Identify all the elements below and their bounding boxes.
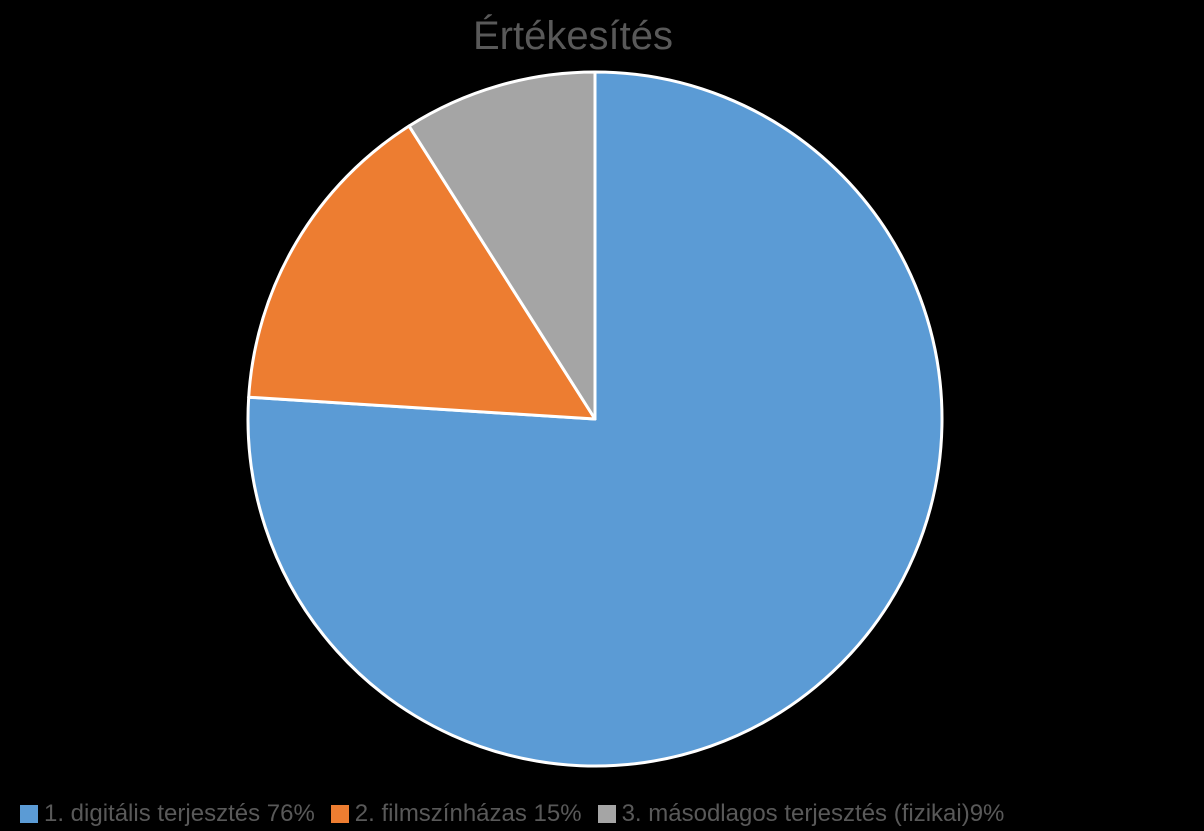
legend-item-physical: 3. másodlagos terjesztés (fizikai)9% bbox=[597, 799, 1005, 828]
legend-item-cinema: 2. filmszínházas 15% bbox=[330, 799, 582, 828]
pie-slice-cinema bbox=[247, 124, 597, 421]
legend-label-digital: 1. digitális terjesztés 76% bbox=[44, 799, 315, 827]
legend-label-cinema: 2. filmszínházas 15% bbox=[354, 799, 582, 827]
legend-label-physical: 3. másodlagos terjesztés (fizikai)9% bbox=[621, 799, 1005, 827]
legend-swatch-physical bbox=[597, 804, 616, 823]
legend-swatch-digital bbox=[20, 804, 38, 823]
chart-title: Értékesítés bbox=[472, 14, 674, 58]
pie-slice-physical bbox=[407, 70, 597, 421]
legend: 1. digitális terjesztés 76% 2. filmszính… bbox=[0, 796, 1204, 831]
legend-swatch-cinema bbox=[330, 804, 349, 823]
pie-slices bbox=[246, 70, 944, 768]
legend-item-digital: 1. digitális terjesztés 76% bbox=[20, 800, 315, 828]
